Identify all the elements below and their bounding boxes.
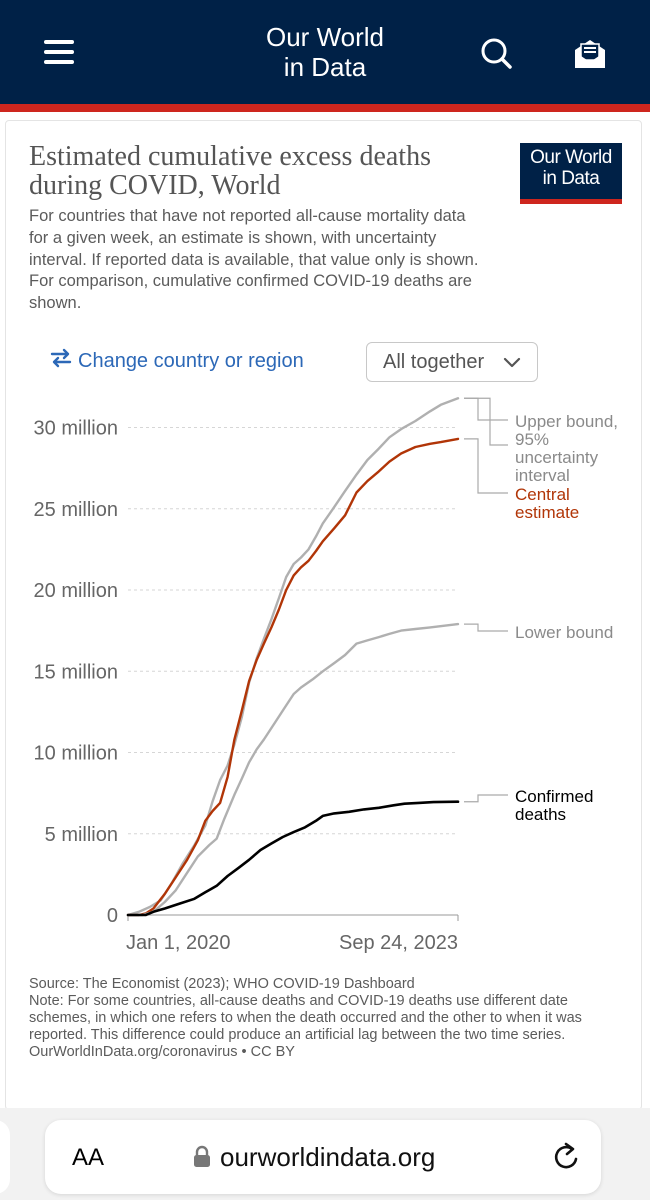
chart-footer: Source: The Economist (2023); WHO COVID-… — [29, 976, 629, 1061]
lock-icon — [192, 1145, 212, 1174]
url-text[interactable]: ourworldindata.org — [220, 1142, 436, 1172]
header-accent-stripe — [0, 104, 650, 112]
note-text: Note: For some countries, all-cause deat… — [29, 993, 582, 1043]
source-text: Source: The Economist (2023); WHO COVID-… — [29, 976, 415, 992]
owid-logo[interactable]: Our World in Data — [520, 143, 622, 204]
credit-text[interactable]: OurWorldInData.org/coronavirus • CC BY — [29, 1044, 295, 1060]
view-mode-select[interactable]: All together — [366, 342, 538, 382]
change-country-button[interactable]: Change country or region — [50, 348, 304, 374]
chart-title: Estimated cumulative excess deaths durin… — [29, 141, 431, 201]
newsletter-envelope-icon[interactable] — [572, 36, 608, 72]
swap-arrows-icon — [50, 348, 72, 374]
text-size-button[interactable]: AA — [72, 1144, 105, 1171]
search-icon[interactable] — [478, 36, 514, 72]
chevron-down-icon — [503, 357, 521, 368]
site-title[interactable]: Our World in Data — [266, 22, 384, 82]
previous-tab-edge[interactable] — [0, 1120, 10, 1194]
hamburger-menu-icon[interactable] — [44, 38, 74, 66]
view-mode-label: All together — [383, 351, 485, 373]
chart-subtitle: For countries that have not reported all… — [29, 207, 479, 313]
address-bar[interactable] — [45, 1120, 601, 1194]
change-country-label: Change country or region — [78, 349, 304, 372]
reload-icon[interactable] — [552, 1141, 582, 1178]
site-header — [0, 0, 650, 104]
